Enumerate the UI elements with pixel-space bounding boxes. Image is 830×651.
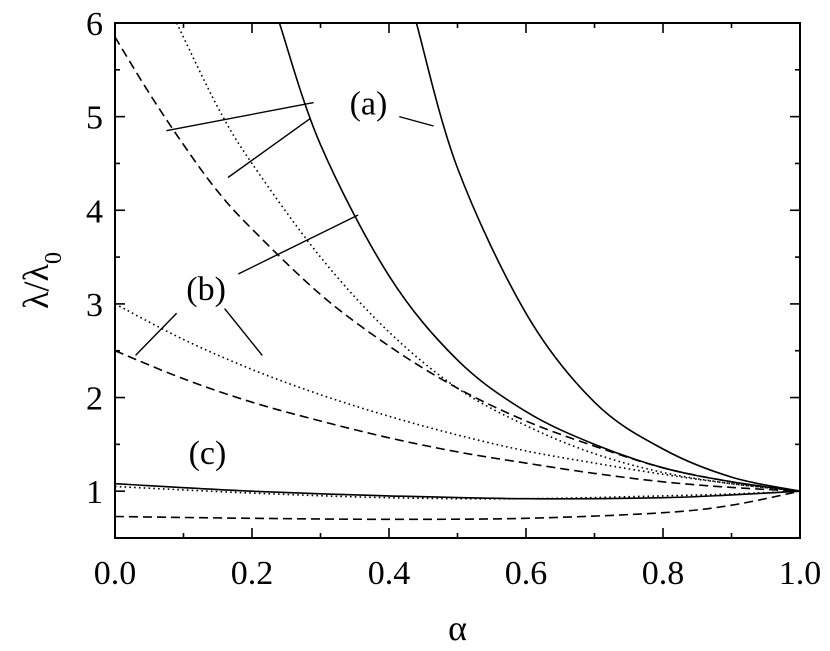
series-line-2-solid — [415, 23, 800, 492]
series-line-8-dashed — [115, 349, 800, 492]
x-tick-label-3: 0.6 — [505, 555, 548, 592]
y-tick-label-5: 6 — [86, 6, 103, 43]
y-axis-label-subscript: 0 — [41, 252, 67, 264]
annotation-label-3: (c) — [189, 435, 227, 472]
annotation-leader-1-2 — [227, 117, 311, 179]
series-line-6-dotted — [115, 485, 800, 500]
annotation-leader-1-1 — [166, 101, 314, 132]
annotation-labels: (a) (b) (c) — [186, 86, 387, 472]
y-tick-label-3: 4 — [86, 193, 103, 230]
y-tick-label-4: 5 — [86, 100, 103, 137]
annotation-leader-1-3 — [399, 115, 434, 127]
y-axis-label-main: λ/λ — [16, 264, 56, 309]
series-line-4-dotted — [175, 23, 800, 492]
y-tick-label-1: 2 — [86, 381, 103, 418]
x-tick-label-1: 0.2 — [231, 555, 274, 592]
annotation-leaders — [135, 101, 434, 356]
x-axis-ticks: 0.0 0.2 0.4 0.6 0.8 1.0 — [94, 23, 822, 592]
y-tick-label-2: 3 — [86, 287, 103, 324]
series-line-3-solid — [115, 482, 800, 500]
x-tick-label-5: 1.0 — [779, 555, 822, 592]
x-tick-label-2: 0.4 — [368, 555, 411, 592]
series-line-1-solid — [278, 23, 800, 492]
x-tick-label-4: 0.8 — [642, 555, 685, 592]
annotation-leader-2-2 — [135, 312, 178, 356]
annotation-leader-2-3 — [224, 308, 263, 356]
y-axis-label: λ/λ0 — [16, 252, 67, 309]
series-line-7-dashed — [115, 36, 800, 492]
y-tick-label-0: 1 — [86, 474, 103, 511]
curves — [115, 23, 800, 521]
x-tick-label-0: 0.0 — [94, 555, 137, 592]
annotation-label-1: (a) — [350, 86, 388, 123]
annotation-label-2: (b) — [186, 271, 226, 308]
series-line-5-dotted — [115, 303, 800, 492]
series-line-9-dashed — [115, 490, 800, 521]
annotation-leader-2-1 — [237, 214, 359, 275]
x-axis-label: α — [448, 608, 467, 648]
y-axis-ticks: 1 2 3 4 5 6 — [86, 6, 800, 539]
